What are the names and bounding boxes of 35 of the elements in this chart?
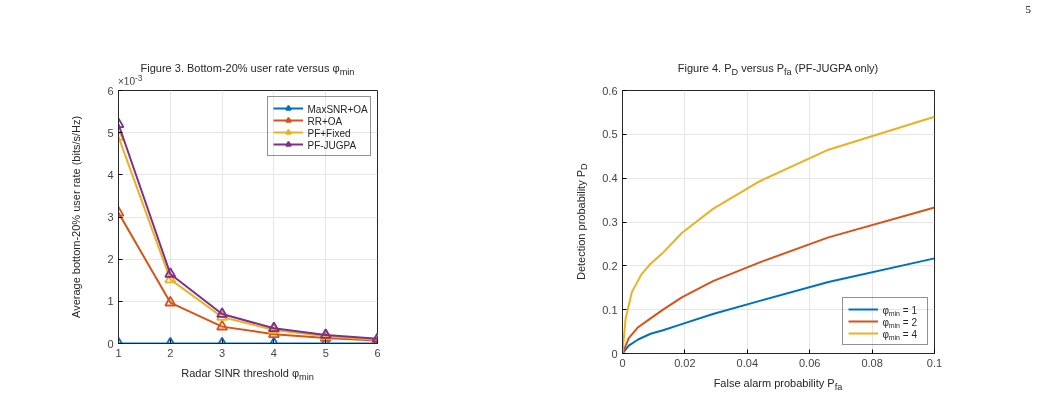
text: 5 xyxy=(1024,2,1031,17)
x-tick-label: 6 xyxy=(374,346,381,359)
text: ×10$^{-3}$ xyxy=(118,73,143,89)
y-tick-label: 0.5 xyxy=(602,128,618,141)
x-tick-label: 0.1 xyxy=(926,356,943,369)
y-tick-label: 2 xyxy=(107,253,114,266)
x-axis-title: Radar SINR threshold φ$_{min}$ xyxy=(180,367,315,384)
x-tick-label: 1 xyxy=(115,346,122,359)
legend-label: PF+Fixed xyxy=(307,128,351,139)
x-tick-label: 2 xyxy=(167,346,174,359)
x-tick-label: 5 xyxy=(322,346,329,359)
y-axis-title: Average bottom-20% user rate (bits/s/Hz) xyxy=(70,114,82,320)
y-tick-label: 1 xyxy=(107,295,114,308)
y-tick-label: 6 xyxy=(107,84,114,97)
y-tick-label: 4 xyxy=(107,168,114,181)
x-tick-label: 0 xyxy=(619,356,626,369)
y-tick-label: 0 xyxy=(107,337,114,350)
legend-label: PF-JUGPA xyxy=(307,140,357,151)
y-tick-label: 0.1 xyxy=(602,303,618,316)
x-tick-label: 0.02 xyxy=(674,356,696,369)
x-tick-label: 0.04 xyxy=(736,356,759,369)
legend-label: MaxSNR+OA xyxy=(307,104,369,115)
chart-title: Figure 4. P$_{D}$ versus P$_{fa}$ (PF-JUGPA only) xyxy=(676,62,880,79)
x-tick-label: 0.08 xyxy=(861,356,883,369)
y-tick-label: 0.6 xyxy=(602,84,618,97)
y-tick-label: 3 xyxy=(107,211,114,223)
y-tick-label: 5 xyxy=(107,126,114,139)
y-tick-label: 0.3 xyxy=(602,216,618,228)
x-axis-title: False alarm probability P$_{fa}$ xyxy=(712,377,844,394)
x-tick-label: 4 xyxy=(270,346,277,359)
y-tick-label: 0.4 xyxy=(602,172,618,185)
legend-label: RR+OA xyxy=(307,116,343,127)
x-tick-label: 0.06 xyxy=(799,356,821,369)
y-tick-label: 0.2 xyxy=(602,259,618,272)
x-tick-label: 3 xyxy=(219,346,226,359)
